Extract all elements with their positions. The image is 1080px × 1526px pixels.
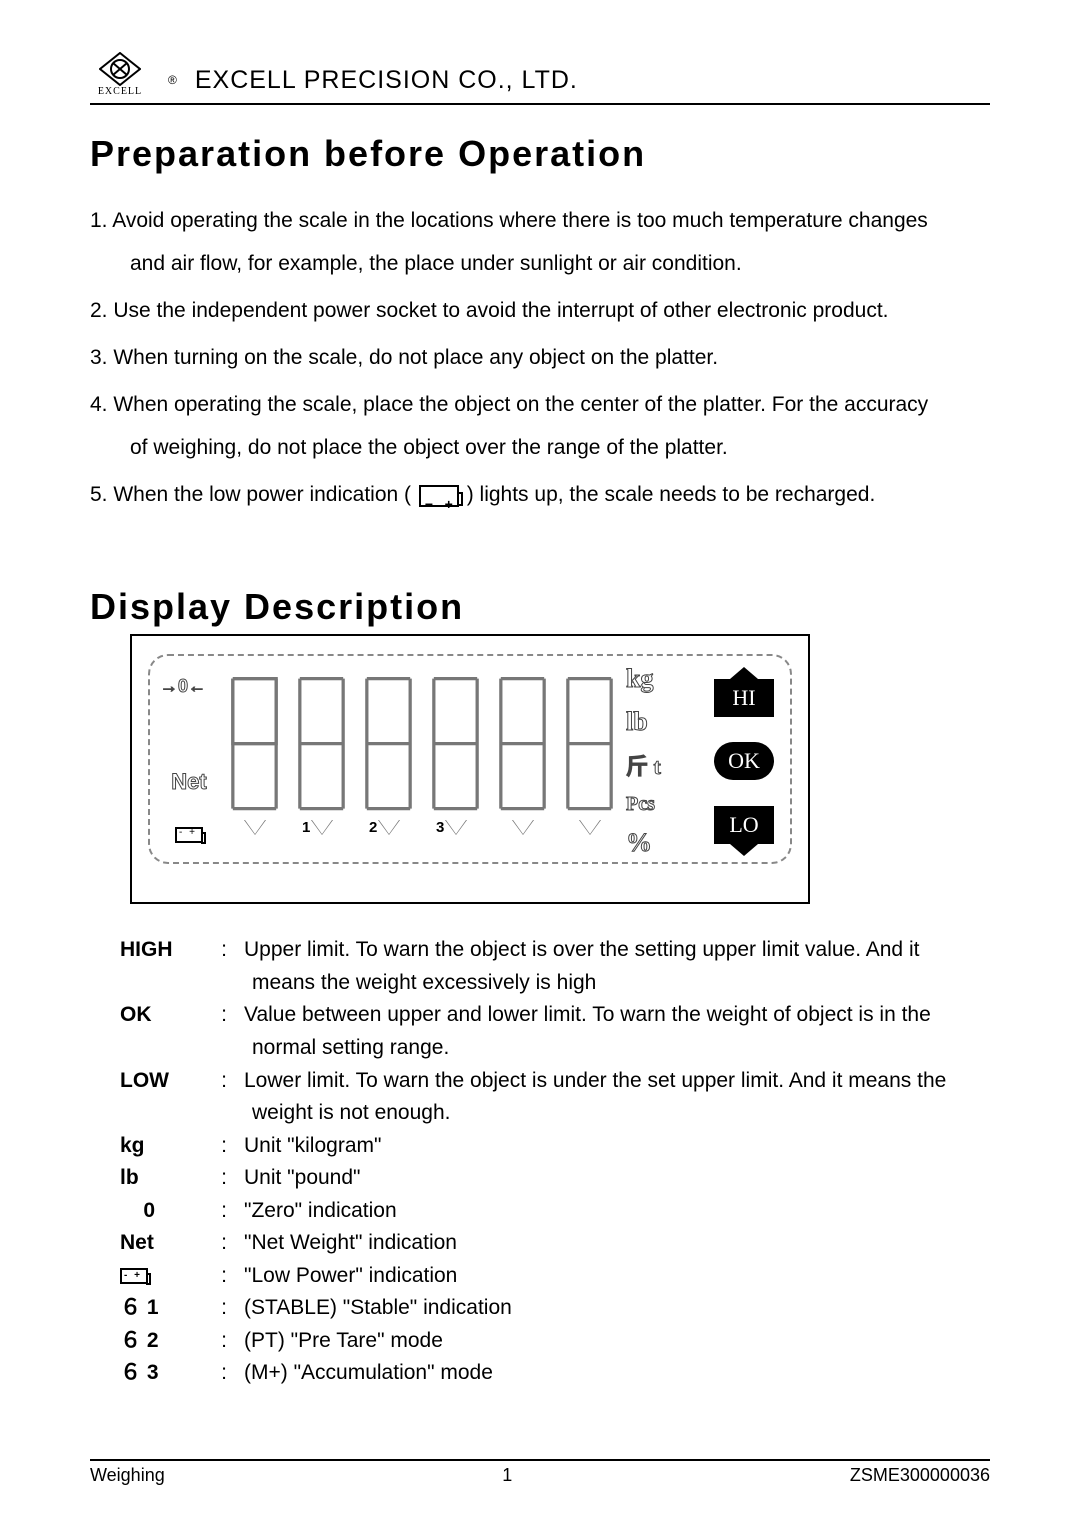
low-power-icon-small: [120, 1268, 148, 1284]
prep-item-4: 4. When operating the scale, place the o…: [90, 383, 990, 469]
digit-4: 3: [423, 664, 488, 834]
net-indicator: Net: [160, 769, 218, 795]
desc-row-zero: 0 : "Zero" indication: [114, 1195, 990, 1228]
unit-lb: lb: [626, 707, 704, 737]
company-logo: EXCELL: [90, 52, 150, 97]
desc-row-pretare: ６ 2 : (PT) "Pre Tare" mode: [114, 1325, 990, 1358]
digit-marker-3: 3: [436, 819, 444, 836]
logo-text: EXCELL: [98, 86, 142, 97]
unit-jin-t: 斤 t: [626, 749, 704, 781]
registered-mark: ®: [168, 73, 177, 87]
desc-row-lb: lb : Unit "pound": [114, 1162, 990, 1195]
low-power-icon: −+: [419, 485, 459, 507]
lcd-right-units: kg lb 斤 t Pcs %: [626, 664, 704, 858]
lcd-left-indicators: →0← Net: [160, 664, 218, 858]
desc-row-accum: ６ 3 : (M+) "Accumulation" mode: [114, 1357, 990, 1390]
badge-hi: HI: [714, 679, 774, 717]
unit-pcs: Pcs: [626, 793, 704, 816]
footer-page-number: 1: [502, 1465, 512, 1486]
battery-indicator-icon: [160, 823, 218, 846]
desc-row-kg: kg : Unit "kilogram": [114, 1130, 990, 1163]
lcd-inner: →0← Net 1 2 3: [148, 654, 792, 864]
desc-row-high: HIGH : Upper limit. To warn the object i…: [114, 934, 990, 999]
letterhead: EXCELL ® EXCELL PRECISION CO., LTD.: [90, 52, 990, 105]
section1-title: Preparation before Operation: [90, 133, 990, 175]
logo-diamond-icon: [99, 52, 141, 86]
desc-row-net: Net : "Net Weight" indication: [114, 1227, 990, 1260]
indicator-description-list: HIGH : Upper limit. To warn the object i…: [114, 934, 990, 1390]
footer-left: Weighing: [90, 1465, 165, 1486]
prep-item-5: 5. When the low power indication ( −+ ) …: [90, 473, 990, 516]
lcd-digits: 1 2 3: [222, 664, 622, 858]
desc-row-low: LOW : Lower limit. To warn the object is…: [114, 1065, 990, 1130]
company-name: EXCELL PRECISION CO., LTD.: [195, 66, 578, 95]
badge-ok: OK: [714, 742, 774, 780]
section2-title: Display Description: [90, 586, 990, 628]
desc-row-ok: OK : Value between upper and lower limit…: [114, 999, 990, 1064]
page-footer: Weighing 1 ZSME300000036: [90, 1459, 990, 1486]
unit-percent: %: [626, 828, 704, 858]
prep-item-3: 3. When turning on the scale, do not pla…: [90, 336, 990, 379]
badge-lo: LO: [714, 806, 774, 844]
prep-item-1: 1. Avoid operating the scale in the loca…: [90, 199, 990, 285]
digit-2: 1: [289, 664, 354, 834]
desc-row-lowpower: : "Low Power" indication: [114, 1260, 990, 1293]
lcd-panel: →0← Net 1 2 3: [130, 634, 810, 904]
blank-indicator: [160, 722, 218, 745]
preparation-list: 1. Avoid operating the scale in the loca…: [90, 199, 990, 516]
digit-marker-1: 1: [302, 819, 310, 836]
digit-1: [222, 664, 287, 834]
zero-indicator-icon: →0←: [160, 676, 218, 697]
digit-5: [490, 664, 555, 834]
digit-3: 2: [356, 664, 421, 834]
prep-item-2: 2. Use the independent power socket to a…: [90, 289, 990, 332]
digit-6: [557, 664, 622, 834]
unit-kg: kg: [626, 664, 704, 694]
footer-docnum: ZSME300000036: [850, 1465, 990, 1486]
desc-row-stable: ６ 1 : (STABLE) "Stable" indication: [114, 1292, 990, 1325]
digit-marker-2: 2: [369, 819, 377, 836]
lcd-badges: HI OK LO: [708, 664, 780, 858]
